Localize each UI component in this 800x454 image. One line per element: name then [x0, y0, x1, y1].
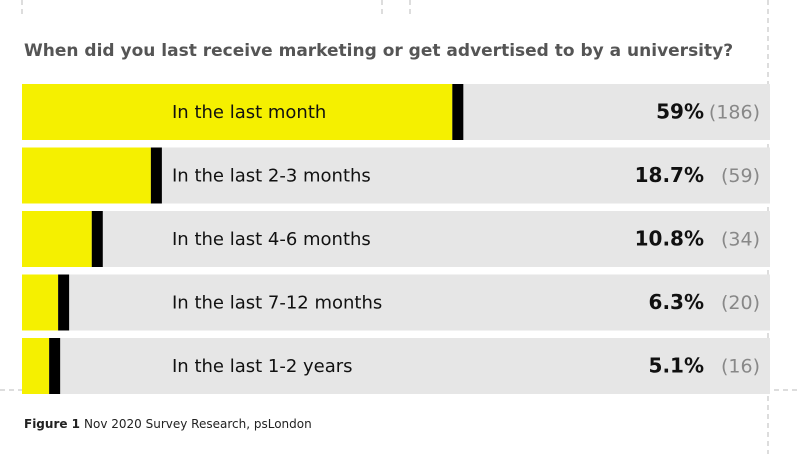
- count-label: (16): [721, 356, 760, 378]
- category-label: In the last 2-3 months: [172, 166, 371, 187]
- bar: [22, 274, 59, 331]
- bar-cap: [58, 274, 70, 331]
- count-label: (59): [721, 165, 760, 187]
- caption-text: Nov 2020 Survey Research, psLondon: [84, 417, 312, 431]
- bar-cap: [49, 338, 61, 394]
- count-label: (20): [721, 292, 760, 314]
- bar-track: [22, 274, 770, 331]
- bar-track: [22, 338, 770, 394]
- value-label: 18.7%: [635, 163, 704, 187]
- value-label: 59%: [656, 100, 704, 124]
- bar-cap: [150, 147, 162, 204]
- caption-label: Figure 1: [24, 417, 80, 431]
- value-label: 6.3%: [649, 290, 704, 314]
- bar: [22, 338, 50, 394]
- bar-cap: [91, 211, 103, 267]
- bar: [22, 84, 453, 140]
- category-label: In the last month: [172, 102, 326, 123]
- bar-track: [22, 211, 770, 267]
- count-label: (34): [721, 229, 760, 251]
- value-label: 10.8%: [635, 227, 704, 251]
- caption: Figure 1 Nov 2020 Survey Research, psLond…: [24, 417, 312, 431]
- bar: [22, 147, 151, 204]
- category-label: In the last 1-2 years: [172, 356, 353, 377]
- value-label: 5.1%: [649, 354, 704, 378]
- bar-cap: [452, 84, 464, 140]
- category-label: In the last 4-6 months: [172, 229, 371, 250]
- count-label: (186): [709, 102, 760, 124]
- chart-title: When did you last receive marketing or g…: [24, 41, 733, 61]
- category-label: In the last 7-12 months: [172, 293, 382, 314]
- bar: [22, 211, 92, 267]
